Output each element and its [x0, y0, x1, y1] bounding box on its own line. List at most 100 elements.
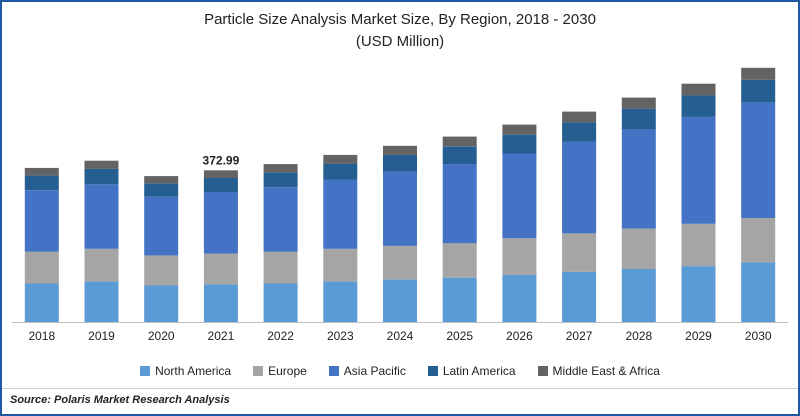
bar-latin-america-2028	[621, 108, 656, 130]
bar-middle-east-africa-2023	[323, 154, 358, 164]
bar-asia-pacific-2028	[621, 129, 656, 229]
bar-middle-east-africa-2030	[741, 67, 776, 80]
bar-asia-pacific-2027	[562, 141, 597, 234]
bar-north-america-2023	[323, 281, 358, 322]
bar-europe-2025	[442, 243, 477, 278]
bar-north-america-2019	[84, 281, 119, 322]
bar-europe-2024	[383, 245, 417, 280]
x-tick-label-2029: 2029	[685, 329, 712, 343]
bar-europe-2026	[502, 238, 537, 275]
legend-item-latin-america: Latin America	[427, 364, 516, 378]
chart-title: Particle Size Analysis Market Size, By R…	[204, 11, 596, 28]
legend-label: Middle East & Africa	[552, 364, 660, 378]
bar-asia-pacific-2020	[144, 196, 179, 256]
bar-europe-2019	[84, 248, 119, 282]
bar-middle-east-africa-2024	[383, 145, 417, 155]
x-tick-label-2021: 2021	[208, 329, 235, 343]
bar-middle-east-africa-2019	[84, 160, 119, 169]
bar-asia-pacific-2022	[263, 187, 298, 252]
bar-north-america-2022	[263, 283, 298, 322]
bar-latin-america-2026	[502, 134, 537, 154]
x-tick-label-2020: 2020	[148, 329, 175, 343]
bar-latin-america-2027	[562, 122, 597, 142]
x-tick-label-2030: 2030	[745, 329, 772, 343]
bar-middle-east-africa-2026	[502, 124, 537, 135]
bar-latin-america-2022	[263, 172, 298, 188]
bar-europe-2021	[203, 253, 238, 285]
bar-north-america-2018	[24, 283, 59, 322]
chart-subtitle: (USD Million)	[355, 33, 445, 50]
bar-europe-2018	[24, 251, 59, 284]
bar-asia-pacific-2025	[442, 164, 477, 244]
bar-latin-america-2029	[681, 95, 716, 117]
bar-middle-east-africa-2018	[24, 167, 59, 176]
bar-latin-america-2021	[203, 178, 238, 192]
bar-north-america-2028	[621, 269, 656, 322]
legend-item-europe: Europe	[253, 364, 307, 378]
bar-asia-pacific-2018	[24, 190, 59, 252]
bar-middle-east-africa-2028	[621, 97, 656, 109]
bar-north-america-2025	[442, 277, 477, 322]
bar-asia-pacific-2019	[84, 184, 119, 249]
bar-europe-2029	[681, 223, 716, 267]
source-note: Source: Polaris Market Research Analysis	[10, 394, 230, 406]
bar-north-america-2029	[681, 266, 716, 322]
x-tick-label-2028: 2028	[625, 329, 652, 343]
bar-north-america-2024	[383, 279, 417, 322]
bar-latin-america-2018	[24, 175, 59, 190]
bar-europe-2027	[562, 233, 597, 272]
legend-item-asia-pacific: Asia Pacific	[328, 364, 406, 378]
bar-europe-2030	[741, 218, 776, 263]
x-tick-label-2019: 2019	[88, 329, 115, 343]
bar-europe-2023	[323, 248, 358, 282]
bar-latin-america-2020	[144, 183, 179, 197]
bar-asia-pacific-2026	[502, 153, 537, 239]
bar-europe-2020	[144, 255, 179, 286]
legend-swatch	[427, 366, 438, 376]
bar-north-america-2030	[741, 262, 776, 322]
bar-asia-pacific-2021	[203, 192, 238, 254]
bar-latin-america-2024	[383, 154, 417, 172]
legend-label: North America	[155, 364, 232, 378]
legend-item-north-america: North America	[140, 364, 231, 378]
bar-latin-america-2023	[323, 163, 358, 180]
chart-legend: North America Europe Asia Pacific Latin Ame…	[2, 364, 798, 378]
legend-swatch	[537, 366, 548, 376]
bar-europe-2028	[621, 228, 656, 269]
bar-north-america-2020	[144, 285, 179, 322]
bar-latin-america-2025	[442, 146, 477, 165]
x-tick-label-2027: 2027	[566, 329, 593, 343]
legend-swatch	[140, 366, 151, 376]
bar-north-america-2021	[203, 284, 238, 322]
divider	[2, 388, 798, 389]
bar-north-america-2026	[502, 274, 537, 322]
x-tick-label-2023: 2023	[327, 329, 354, 343]
bar-middle-east-africa-2029	[681, 83, 716, 96]
bar-middle-east-africa-2027	[562, 111, 597, 123]
bar-asia-pacific-2023	[323, 179, 358, 249]
legend-label: Europe	[268, 364, 307, 378]
x-tick-label-2024: 2024	[387, 329, 414, 343]
bar-asia-pacific-2029	[681, 116, 716, 224]
stacked-bar-chart: 2018 2019 2020 2021 372.99 2022 2023 2024 2025 20…	[12, 67, 788, 343]
legend-label: Asia Pacific	[343, 364, 406, 378]
x-tick-label-2018: 2018	[28, 329, 55, 343]
bar-asia-pacific-2030	[741, 102, 776, 218]
data-label-2021: 372.99	[203, 153, 240, 167]
x-tick-label-2022: 2022	[267, 329, 294, 343]
legend-swatch	[328, 366, 339, 376]
bar-middle-east-africa-2025	[442, 136, 477, 147]
legend-item-middle-east-africa: Middle East & Africa	[537, 364, 660, 378]
bar-latin-america-2019	[84, 168, 119, 185]
bar-asia-pacific-2024	[383, 171, 417, 246]
bar-middle-east-africa-2021	[203, 170, 238, 178]
bar-north-america-2027	[562, 271, 597, 322]
bar-latin-america-2030	[741, 79, 776, 103]
x-tick-label-2026: 2026	[506, 329, 533, 343]
legend-swatch	[253, 366, 264, 376]
bar-europe-2022	[263, 251, 298, 284]
bar-middle-east-africa-2022	[263, 164, 298, 173]
x-tick-label-2025: 2025	[446, 329, 473, 343]
legend-label: Latin America	[442, 364, 516, 378]
